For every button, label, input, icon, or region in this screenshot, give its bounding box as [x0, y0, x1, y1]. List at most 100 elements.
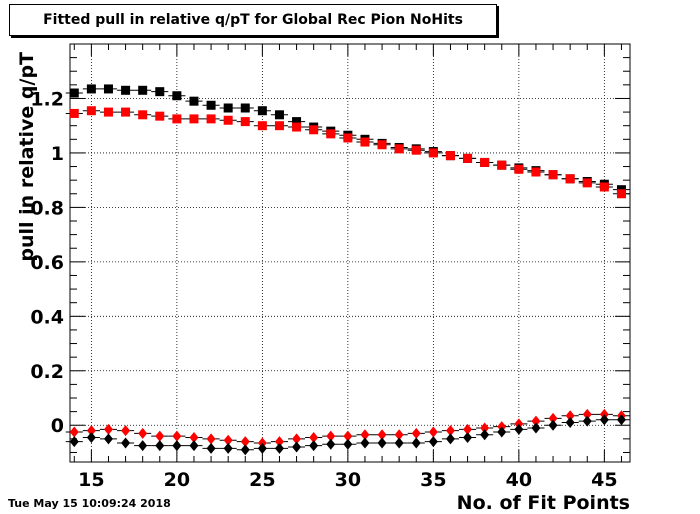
data-point	[103, 84, 113, 94]
data-point	[394, 437, 404, 449]
data-point	[531, 422, 541, 434]
data-point	[292, 441, 302, 453]
data-series	[65, 84, 630, 456]
data-point	[189, 114, 199, 124]
data-point	[69, 436, 79, 448]
data-point	[155, 430, 165, 442]
data-point	[155, 440, 165, 452]
data-point	[616, 414, 626, 426]
data-point	[497, 426, 507, 438]
data-point	[445, 151, 455, 161]
y-tick-labels: 0 0.2 0.4 0.6 0.8 1 1.2	[30, 88, 64, 437]
data-point	[463, 153, 473, 163]
data-point	[121, 107, 131, 117]
data-point	[103, 433, 113, 445]
data-point	[189, 431, 199, 443]
data-point	[223, 103, 233, 113]
data-point	[155, 111, 165, 121]
series-3	[65, 414, 630, 456]
data-point	[326, 129, 336, 139]
data-point	[86, 84, 96, 94]
data-point	[343, 438, 353, 450]
chart-title: Fitted pull in relative q/pT for Global …	[43, 12, 463, 28]
y-tick-label: 1.2	[30, 88, 64, 110]
data-point	[223, 442, 233, 454]
data-point	[565, 417, 575, 429]
data-point	[343, 133, 353, 143]
data-point	[223, 434, 233, 446]
data-point	[599, 182, 609, 192]
x-tick-label: 25	[249, 469, 275, 491]
series-1	[65, 106, 630, 199]
data-point	[514, 164, 524, 174]
data-point	[223, 115, 233, 125]
data-point	[274, 121, 284, 131]
data-point	[377, 437, 387, 449]
data-point	[582, 408, 592, 420]
data-point	[531, 167, 541, 177]
data-point	[240, 436, 250, 448]
data-point	[411, 145, 421, 155]
data-point	[86, 106, 96, 116]
data-point	[480, 429, 490, 441]
x-tick-label: 30	[335, 469, 361, 491]
data-point	[463, 431, 473, 443]
data-point	[463, 423, 473, 435]
chart-title-box: Fitted pull in relative q/pT for Global …	[9, 4, 497, 36]
data-point	[103, 107, 113, 117]
data-point	[309, 440, 319, 452]
data-point	[411, 437, 421, 449]
data-point	[121, 437, 131, 449]
data-point	[103, 423, 113, 435]
data-point	[257, 121, 267, 131]
data-point	[445, 433, 455, 445]
data-point	[514, 423, 524, 435]
data-point	[274, 436, 284, 448]
data-point	[548, 419, 558, 431]
data-point	[121, 85, 131, 95]
data-point	[155, 87, 165, 97]
data-point	[86, 431, 96, 443]
data-point	[377, 140, 387, 150]
data-point	[172, 430, 182, 442]
data-point	[582, 178, 592, 188]
data-point	[138, 427, 148, 439]
data-point	[240, 117, 250, 127]
data-point	[377, 429, 387, 441]
data-point	[189, 96, 199, 106]
data-point	[480, 422, 490, 434]
data-point	[309, 125, 319, 135]
data-point	[326, 430, 336, 442]
data-point	[206, 114, 216, 124]
data-point	[411, 427, 421, 439]
data-point	[257, 442, 267, 454]
data-point	[428, 426, 438, 438]
data-point	[497, 160, 507, 170]
data-point	[69, 108, 79, 118]
data-point	[172, 91, 182, 101]
data-point	[394, 429, 404, 441]
axis-ticks	[70, 44, 630, 462]
timestamp: Tue May 15 10:09:24 2018	[8, 497, 171, 510]
data-point	[240, 103, 250, 113]
grid-lines	[70, 44, 630, 462]
data-point	[292, 433, 302, 445]
data-point	[274, 110, 284, 120]
x-axis-label: No. of Fit Points	[457, 492, 630, 514]
data-point	[531, 415, 541, 427]
data-point	[309, 431, 319, 443]
y-tick-label: 0.2	[30, 361, 64, 383]
x-tick-label: 45	[591, 469, 617, 491]
data-point	[445, 425, 455, 437]
data-point	[206, 442, 216, 454]
x-tick-label: 20	[164, 469, 190, 491]
data-point	[582, 415, 592, 427]
data-point	[172, 440, 182, 452]
data-point	[86, 425, 96, 437]
data-point	[69, 426, 79, 438]
data-point	[138, 85, 148, 95]
data-point	[360, 429, 370, 441]
data-point	[172, 114, 182, 124]
data-point	[428, 436, 438, 448]
